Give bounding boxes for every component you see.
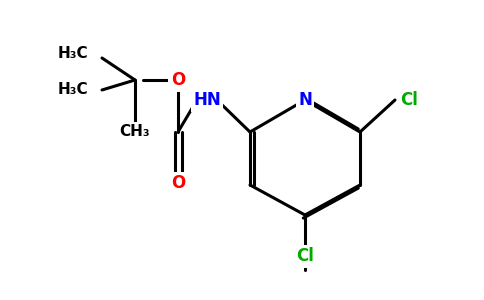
Text: O: O [171, 174, 185, 192]
Text: Cl: Cl [296, 247, 314, 265]
Text: H₃C: H₃C [58, 82, 88, 98]
Text: HN: HN [193, 91, 221, 109]
Text: Cl: Cl [400, 91, 418, 109]
Text: CH₃: CH₃ [120, 124, 151, 140]
Text: O: O [171, 71, 185, 89]
Text: N: N [298, 91, 312, 109]
Text: H₃C: H₃C [58, 46, 88, 61]
